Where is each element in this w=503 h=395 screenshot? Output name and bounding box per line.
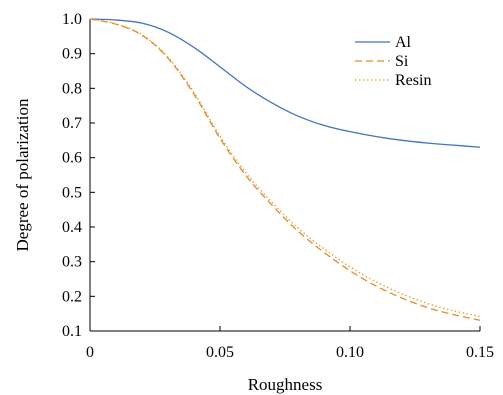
legend-label-al: Al (395, 34, 412, 51)
y-tick-label: 0.8 (62, 80, 82, 97)
y-axis-ticks: 0.1 0.2 0.3 0.4 0.5 0.6 0.7 0.8 0.9 1.0 (62, 11, 95, 340)
y-tick-label: 0.2 (62, 288, 82, 305)
legend-label-resin: Resin (395, 72, 431, 89)
plot-area (89, 19, 480, 332)
x-tick-label: 0.10 (336, 344, 364, 361)
y-tick-label: 1.0 (62, 11, 82, 28)
y-tick-label: 0.1 (62, 323, 82, 340)
legend-label-si: Si (395, 53, 409, 70)
legend: Al Si Resin (355, 34, 431, 89)
series-line-si (89, 18, 481, 321)
series-line-resin (89, 18, 481, 318)
y-tick-label: 0.3 (62, 254, 82, 271)
x-tick-label: 0.05 (206, 344, 234, 361)
y-tick-label: 0.5 (62, 184, 82, 201)
x-tick-label: 0 (86, 344, 94, 361)
y-tick-label: 0.9 (62, 46, 82, 63)
y-axis-title: Degree of polarization (13, 98, 32, 251)
y-tick-label: 0.6 (62, 150, 82, 167)
x-tick-label: 0.15 (466, 344, 494, 361)
series-line-al (89, 18, 481, 148)
x-axis-title: Roughness (248, 375, 323, 394)
y-tick-label: 0.7 (62, 115, 82, 132)
x-axis-ticks: 0 0.05 0.10 0.15 (86, 326, 494, 361)
y-tick-label: 0.4 (62, 219, 82, 236)
series-layer (89, 18, 481, 321)
